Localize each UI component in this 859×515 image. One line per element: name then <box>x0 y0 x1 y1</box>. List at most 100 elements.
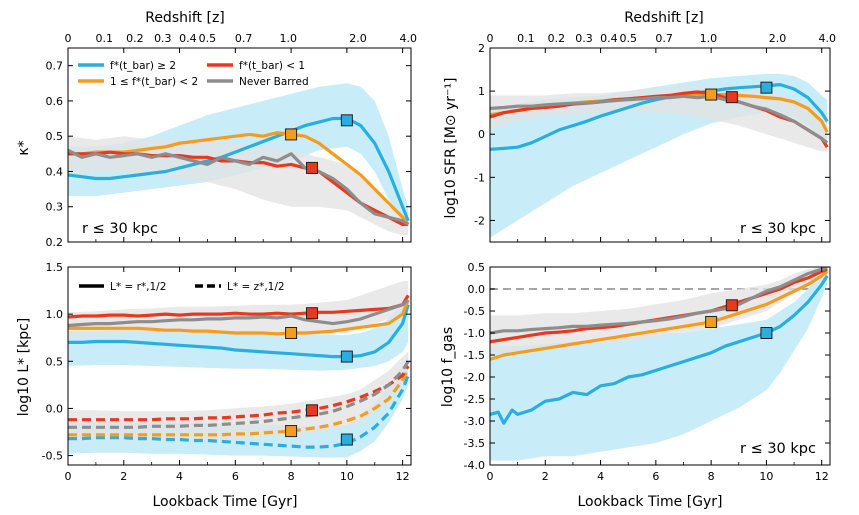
series-line-gray <box>68 298 410 328</box>
series-line-gray <box>68 148 410 226</box>
redshift-tick-label: 0 <box>487 32 494 45</box>
x-tick-label: 2 <box>542 470 549 483</box>
x-tick-label: 10 <box>340 470 354 483</box>
redshift-tick-label: 4.0 <box>399 32 417 45</box>
marker-orange <box>705 316 718 328</box>
marker-orange <box>705 88 718 101</box>
x-tick-label: 6 <box>652 470 659 483</box>
marker-orange <box>285 327 298 339</box>
kappa-panel: 0 0.1 0.2 0.3 0.4 0.5 0.7 1.0 2.0 4.00.20.30.40.5… <box>16 10 417 249</box>
sfr-axes: 0 0.1 0.2 0.3 0.4 0.5 0.7 1.0 2.0 4.0 -2 -1 0 1 2 <box>474 32 836 243</box>
marker-orange <box>285 425 298 438</box>
y-tick-label: 1 <box>478 85 485 98</box>
marker-red <box>306 307 319 320</box>
sfr-markers <box>705 81 773 104</box>
redshift-tick-label: 0.5 <box>199 32 217 45</box>
series-line-gray <box>490 267 828 335</box>
series-line-cyan-dashed <box>68 374 410 449</box>
fgas-markers <box>705 299 773 339</box>
y-tick-label: -1.0 <box>464 327 485 340</box>
kappa-annotation: r ≤ 30 kpc <box>82 221 158 237</box>
y-tick-label: 1.0 <box>46 308 64 321</box>
sfr-annotation: r ≤ 30 kpc <box>740 221 816 237</box>
kappa-axes: 0 0.1 0.2 0.3 0.4 0.5 0.7 1.0 2.0 4.00.20.30.40.5… <box>46 32 417 249</box>
y-tick-label: 1.5 <box>46 261 64 274</box>
y-tick-label: 0.5 <box>46 355 64 368</box>
x-tick-label: 10 <box>759 470 773 483</box>
y-tick-label: -2 <box>474 214 485 227</box>
y-tick-label: 0 <box>478 128 485 141</box>
legend-label-orange: 1 ≤ f*(t_bar) < 2 <box>110 76 198 88</box>
sfr-ylabel: log10 SFR [M⊙ yr⁻¹] <box>443 78 459 219</box>
kappa-legend: f*(t_bar) ≥ 2 f*(t_bar) < 1 1 ≤ f*(t_bar… <box>78 60 309 88</box>
redshift-tick-label: 0.3 <box>575 32 593 45</box>
fgas-bands <box>490 267 828 461</box>
y-tick-label: -0.5 <box>464 305 485 318</box>
fgas-ylabel: log10 f_gas <box>440 327 456 407</box>
sfr-top-axis-label: Redshift [z] <box>624 10 704 26</box>
redshift-tick-label: 0.4 <box>179 32 197 45</box>
redshift-tick-label: 0 <box>65 32 72 45</box>
x-tick-label: 4 <box>176 470 183 483</box>
marker-cyan <box>760 327 773 339</box>
marker-orange <box>285 128 298 141</box>
redshift-tick-label: 0.1 <box>517 32 535 45</box>
marker-cyan <box>340 433 353 446</box>
y-tick-label: -4.0 <box>464 459 485 472</box>
legend-label-cyan: f*(t_bar) ≥ 2 <box>110 60 176 72</box>
marker-red <box>725 299 738 312</box>
y-tick-label: 0.3 <box>46 201 64 214</box>
fgas-panel: 0 2 4 6 8 10 12 -4.0 -3.5 -3.0 -2.5 -2.0 -1.5 -1.0 -0.… <box>440 261 831 510</box>
x-tick-label: 8 <box>288 470 295 483</box>
y-tick-label: 0.5 <box>46 130 64 143</box>
redshift-tick-label: 1.0 <box>700 32 718 45</box>
x-tick-label: 0 <box>65 470 72 483</box>
legend-style-dashed-label: L* = z*,1/2 <box>227 281 285 293</box>
series-line-orange <box>68 299 410 336</box>
series-line-gray <box>490 94 829 145</box>
kappa-markers <box>285 114 353 174</box>
y-tick-label: -3.0 <box>464 415 485 428</box>
redshift-tick-label: 1.0 <box>280 32 298 45</box>
series-line-orange <box>490 270 829 361</box>
series-line-cyan <box>68 116 410 222</box>
y-tick-label: 0.5 <box>468 261 486 274</box>
y-tick-label: -0.5 <box>42 450 63 463</box>
redshift-tick-label: 2.0 <box>349 32 367 45</box>
fgas-lines <box>490 267 829 425</box>
marker-red <box>306 404 319 417</box>
x-tick-label: 6 <box>232 470 239 483</box>
scale-length-ylabel: log10 L* [kpc] <box>16 318 32 416</box>
x-tick-label: 8 <box>708 470 715 483</box>
kappa-lines <box>68 116 410 226</box>
axes-frame <box>67 47 412 243</box>
band-cyan <box>490 267 828 461</box>
kappa-ylabel: κ* <box>16 140 32 155</box>
legend-style-solid-label: L* = r*,1/2 <box>110 281 166 293</box>
axes-frame <box>489 266 831 466</box>
scale-length-panel: 0 2 4 6 8 10 12 -0.5 0.0 0.5 1.0 1.5 log10 L* [kpc]… <box>16 261 412 510</box>
y-tick-label: 0.4 <box>46 165 64 178</box>
kappa-bands <box>68 83 409 235</box>
fgas-xlabel: Lookback Time [Gyr] <box>577 494 722 510</box>
x-tick-label: 12 <box>396 470 410 483</box>
scale-length-lines <box>68 294 410 449</box>
sfr-lines <box>490 83 829 151</box>
redshift-tick-label: 4.0 <box>818 32 836 45</box>
legend-label-gray: Never Barred <box>239 76 309 88</box>
marker-red <box>725 91 738 104</box>
y-tick-label: -2.5 <box>464 393 485 406</box>
band-gray <box>490 267 828 355</box>
marker-cyan <box>340 114 353 127</box>
x-tick-label: 2 <box>120 470 127 483</box>
y-tick-label: -1 <box>474 171 485 184</box>
y-tick-label: 0.0 <box>468 283 486 296</box>
marker-cyan <box>340 350 353 363</box>
marker-red <box>306 161 319 174</box>
x-tick-label: 4 <box>597 470 604 483</box>
sfr-panel: 0 0.1 0.2 0.3 0.4 0.5 0.7 1.0 2.0 4.0 -2 -1 0 1 2 Reds… <box>443 10 836 243</box>
x-tick-label: 12 <box>815 470 829 483</box>
axes-frame <box>67 266 412 466</box>
marker-cyan <box>760 81 773 94</box>
series-line-red-dashed <box>68 365 410 422</box>
